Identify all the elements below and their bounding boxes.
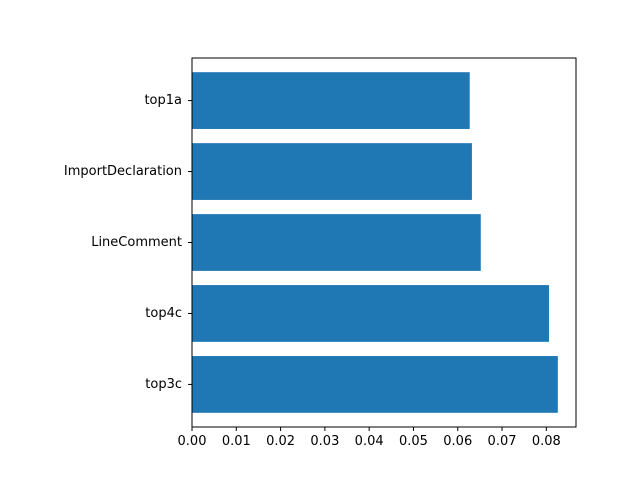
x-tick-label: 0.07 <box>488 434 517 449</box>
x-tick-label: 0.04 <box>355 434 384 449</box>
bar-top1a <box>192 72 470 129</box>
bar-top3c <box>192 356 558 413</box>
x-tick-label: 0.06 <box>443 434 472 449</box>
x-tick-label: 0.08 <box>532 434 561 449</box>
bar-LineComment <box>192 214 481 271</box>
y-tick-label: top3c <box>145 377 182 392</box>
bars-layer <box>192 72 558 413</box>
y-tick-label: LineComment <box>91 235 182 250</box>
y-tick-label: ImportDeclaration <box>64 164 182 179</box>
bar-top4c <box>192 285 549 342</box>
x-tick-label: 0.02 <box>266 434 295 449</box>
x-tick-label: 0.00 <box>178 434 207 449</box>
x-tick-label: 0.03 <box>310 434 339 449</box>
plot-frame <box>191 57 577 428</box>
y-tick-label: top4c <box>145 306 182 321</box>
x-tick-label: 0.01 <box>222 434 251 449</box>
bar-ImportDeclaration <box>192 143 472 200</box>
y-tick-label: top1a <box>144 93 182 108</box>
x-axis-ticks: 0.00 0.01 0.02 0.03 0.04 0.05 0.06 0.07 0.08 <box>178 427 561 449</box>
y-axis-ticks: top1a ImportDeclaration LineComment top4c to… <box>64 93 192 392</box>
x-tick-label: 0.05 <box>399 434 428 449</box>
